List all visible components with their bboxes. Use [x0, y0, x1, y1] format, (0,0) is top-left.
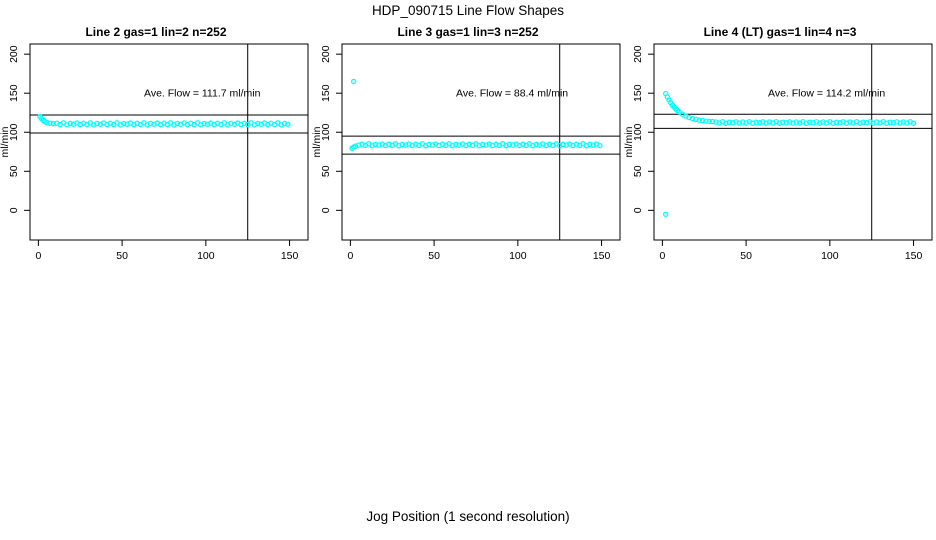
data-point [506, 141, 513, 148]
y-tick-label: 100 [320, 123, 332, 141]
data-point [706, 118, 713, 125]
y-tick-label: 150 [632, 84, 644, 102]
plot-box [341, 43, 621, 241]
data-point [285, 121, 291, 127]
data-point [479, 141, 486, 148]
data-point [689, 115, 696, 122]
data-point [887, 119, 893, 125]
data-point [709, 118, 716, 125]
line2-flow-plot: 0 50 100 150 200 0 50 100 150 ml/min Ave. Flow = 1… [0, 43, 309, 262]
data-point [43, 119, 50, 126]
data-point [533, 141, 540, 148]
data-point [350, 78, 357, 85]
y-tick-label: 100 [632, 123, 644, 141]
y-tick-label: 50 [632, 165, 644, 177]
y-axis-label: ml/min [312, 126, 323, 157]
ave-flow-annotation: Ave. Flow = 114.2 ml/min [768, 88, 885, 100]
y-tick-label: 100 [8, 123, 20, 141]
data-point [94, 120, 100, 127]
y-tick-label: 0 [632, 207, 644, 213]
data-point [453, 141, 459, 148]
data-point [174, 120, 181, 127]
y-tick-label: 50 [320, 165, 332, 177]
panel-title-line2: Line 2 gas=1 lin=2 n=252 [85, 25, 227, 39]
data-point [703, 118, 709, 124]
ave-flow-annotation: Ave. Flow = 88.4 ml/min [456, 88, 568, 100]
data-point [201, 120, 207, 127]
data-point [281, 120, 288, 127]
data-point [372, 141, 379, 148]
y-tick-label: 150 [8, 84, 20, 102]
x-tick-label: 50 [428, 250, 440, 262]
x-tick-label: 0 [659, 250, 665, 262]
panel-title-line4: Line 4 (LT) gas=1 lin=4 n=3 [703, 25, 857, 39]
y-axis-label: ml/min [0, 126, 11, 157]
figure-title: HDP_090715 Line Flow Shapes [371, 3, 565, 18]
x-tick-label: 0 [347, 250, 353, 262]
line4-flow-plot: 0 50 100 150 200 0 50 100 150 ml/min Ave. Flow = 1… [624, 43, 933, 262]
x-tick-label: 150 [281, 250, 299, 262]
panel-title-line3: Line 3 gas=1 lin=3 n=252 [397, 25, 539, 39]
data-point [255, 120, 261, 127]
y-tick-label: 200 [632, 45, 644, 63]
data-point [910, 120, 917, 127]
data-point [147, 120, 154, 127]
data-point [726, 119, 733, 125]
data-point [47, 120, 53, 127]
x-tick-label: 50 [116, 250, 128, 262]
data-point [662, 211, 669, 217]
x-tick-label: 50 [740, 250, 752, 262]
y-tick-label: 0 [320, 207, 332, 213]
data-point [560, 141, 566, 148]
x-tick-label: 150 [905, 250, 923, 262]
y-tick-label: 200 [8, 45, 20, 63]
x-tick-label: 0 [35, 250, 41, 262]
data-point [753, 119, 759, 125]
plot-box [653, 43, 933, 241]
x-tick-label: 100 [197, 250, 215, 262]
data-point [399, 141, 406, 148]
x-tick-label: 100 [509, 250, 527, 262]
data-point [806, 119, 813, 125]
data-point [50, 120, 57, 127]
data-point [833, 119, 840, 125]
data-point [699, 117, 706, 124]
x-axis-label: Jog Position (1 second resolution) [366, 509, 570, 524]
data-point [121, 120, 127, 127]
y-tick-label: 150 [320, 84, 332, 102]
ave-flow-annotation: Ave. Flow = 111.7 ml/min [144, 88, 261, 100]
data-point [67, 120, 73, 127]
data-point [696, 117, 702, 123]
data-point [780, 119, 786, 125]
x-tick-label: 100 [821, 250, 839, 262]
y-tick-label: 0 [8, 207, 20, 213]
data-point [693, 116, 699, 123]
x-tick-label: 150 [593, 250, 611, 262]
y-tick-label: 200 [320, 45, 332, 63]
data-point [426, 141, 432, 148]
plot-box [29, 43, 309, 241]
y-tick-label: 50 [8, 165, 20, 177]
data-point [587, 141, 593, 148]
data-point [228, 120, 234, 127]
data-point [597, 142, 603, 149]
line3-flow-plot: 0 50 100 150 200 0 50 100 150 ml/min Ave. Flow = 8… [312, 43, 621, 262]
data-point [860, 119, 867, 125]
y-axis-label: ml/min [624, 126, 635, 157]
